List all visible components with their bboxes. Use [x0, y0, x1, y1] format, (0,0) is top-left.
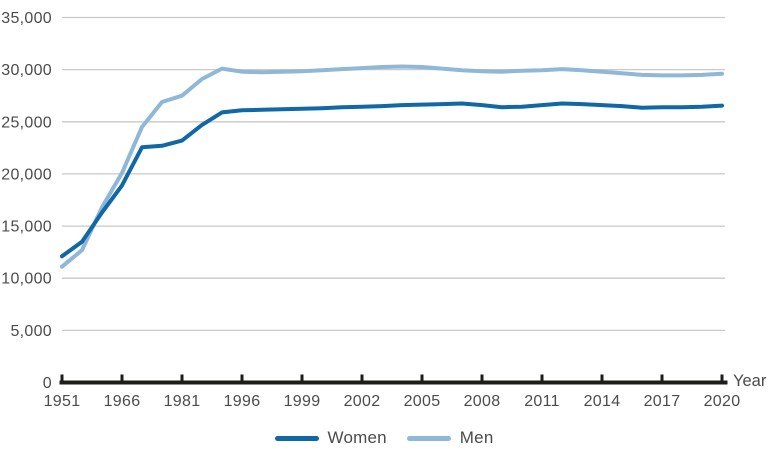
series-line-women: [60, 101, 724, 259]
y-axis-tick-label: 10,000: [1, 271, 52, 288]
legend-item-women: Women: [274, 428, 387, 448]
x-axis-tick-label: 1966: [104, 393, 141, 410]
x-axis-tick-label: 2011: [524, 393, 560, 410]
chart-legend: Women Men: [0, 427, 768, 449]
x-axis-tick: [240, 374, 244, 381]
x-axis-tick: [480, 374, 484, 381]
y-axis-tick-label: 20,000: [1, 166, 52, 183]
x-axis-tick-label: 1951: [44, 393, 81, 410]
y-axis-tick-label: 35,000: [1, 10, 52, 27]
y-axis-tick-label: 15,000: [1, 219, 52, 236]
x-axis-tick-label: 1981: [164, 393, 201, 410]
legend-label-women: Women: [327, 428, 387, 447]
x-axis-tick: [180, 374, 184, 381]
x-axis-tick: [420, 374, 424, 381]
x-axis-tick: [120, 374, 124, 381]
legend-swatch-women: [274, 435, 319, 441]
x-axis-line: [59, 380, 728, 385]
x-axis-tick-label: 1996: [224, 393, 261, 410]
legend-label-men: Men: [459, 428, 494, 447]
x-axis-tick: [660, 374, 664, 381]
x-axis-tick: [600, 374, 604, 381]
x-axis-tick-label: 2017: [644, 393, 681, 410]
y-axis-tick-label: 25,000: [1, 114, 52, 131]
y-axis-tick-label: 0: [43, 375, 52, 392]
x-axis-tick: [540, 374, 544, 381]
x-axis-tick-label: 2014: [584, 393, 621, 410]
y-axis-tick-label: 30,000: [1, 62, 52, 79]
x-axis-tick-label: 2002: [344, 393, 381, 410]
legend-item-men: Men: [406, 428, 494, 448]
y-axis-tick-label: 5,000: [10, 323, 52, 340]
x-axis-tick-label: 2020: [704, 393, 741, 410]
x-axis-title: Year: [733, 372, 767, 390]
x-axis-tick-label: 2005: [404, 393, 441, 410]
x-axis-tick-label: 2008: [464, 393, 501, 410]
series-line-men: [60, 64, 724, 269]
x-axis-tick: [300, 374, 304, 381]
x-axis-tick-label: 1999: [284, 393, 321, 410]
x-axis-tick: [720, 374, 724, 381]
x-axis-tick: [60, 374, 64, 381]
legend-swatch-men: [406, 435, 451, 441]
x-axis-tick: [360, 374, 364, 381]
